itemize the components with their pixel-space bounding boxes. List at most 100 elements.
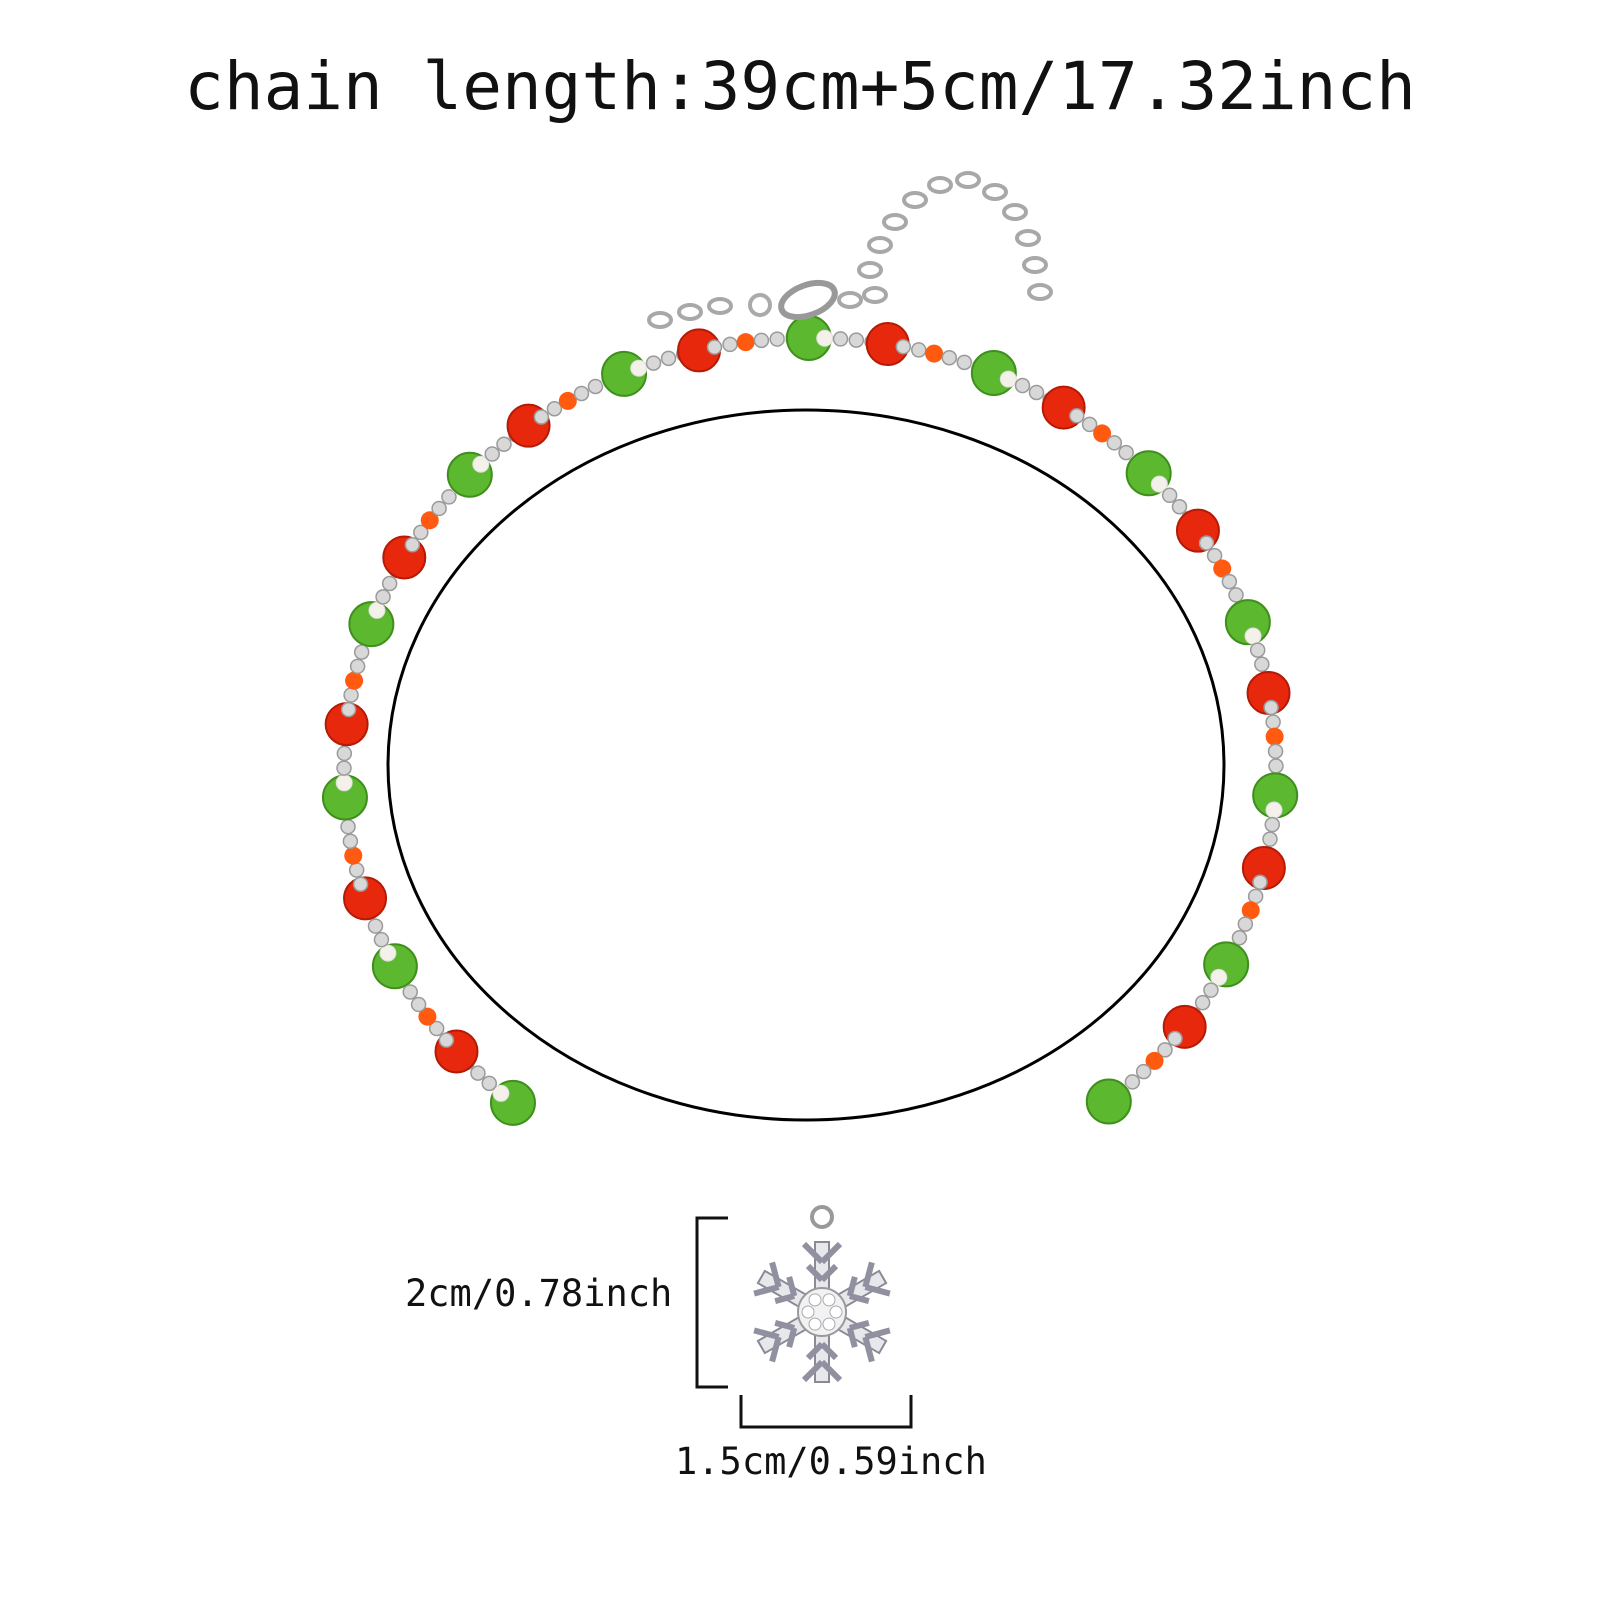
seed-bead (533, 409, 550, 425)
seed-bead (373, 931, 390, 948)
seed-bead (911, 342, 927, 358)
pearl-bead (999, 370, 1017, 388)
seed-bead (1254, 656, 1270, 673)
bead-strand (321, 315, 1299, 1126)
pendant-width-label: 1.5cm/0.59inch (675, 1440, 987, 1483)
chain-link (982, 183, 1008, 201)
seed-bead (1268, 758, 1284, 774)
chain-link (927, 176, 953, 194)
seed-bead (645, 355, 662, 371)
pearl-bead (335, 774, 353, 792)
seed-bead (1135, 1063, 1152, 1080)
seed-bead (367, 918, 384, 934)
rhinestone (829, 1305, 843, 1319)
seed-bead (470, 1065, 486, 1081)
seed-bead (342, 833, 359, 849)
seed-bead (428, 1020, 445, 1037)
pendant-height-bracket (695, 1216, 728, 1389)
seed-bead (706, 339, 723, 355)
seed-bead (441, 489, 457, 505)
seed-bead (573, 385, 590, 402)
seed-bead (1247, 888, 1264, 905)
seed-bead (1014, 377, 1031, 394)
pendant-bail (810, 1205, 834, 1229)
pearl-bead (1265, 801, 1283, 819)
pendant-height-label: 2cm/0.78inch (405, 1272, 673, 1315)
seed-bead (410, 996, 427, 1013)
rhinestone (822, 1317, 836, 1331)
seed-bead (1198, 535, 1215, 551)
seed-bead (1237, 916, 1254, 932)
seed-bead (404, 537, 421, 553)
seed-bead (352, 876, 369, 892)
seed-bead (1231, 929, 1248, 946)
small-orange-bead (344, 846, 363, 865)
seed-bead (1267, 743, 1284, 760)
seed-bead (660, 350, 677, 367)
seed-bead (481, 1075, 497, 1092)
small-orange-bead (1093, 424, 1112, 443)
seed-bead (496, 436, 512, 452)
chain-link (867, 236, 893, 254)
seed-bead (1106, 435, 1123, 451)
arm-branch (753, 1319, 798, 1363)
chain-link (862, 286, 888, 304)
seed-bead (340, 818, 356, 835)
seed-bead (336, 760, 352, 776)
seed-bead (1157, 1042, 1173, 1058)
small-orange-bead (1213, 559, 1232, 578)
seed-bead (348, 862, 365, 878)
pearl-bead (1244, 627, 1262, 645)
arm-branch (801, 1341, 843, 1383)
seed-bead (484, 446, 500, 462)
neck-outline-ellipse (386, 408, 1226, 1122)
seed-bead (349, 658, 366, 675)
small-orange-bead (1265, 727, 1284, 746)
seed-bead (353, 644, 370, 660)
pearl-bead (492, 1084, 510, 1102)
green-crystal-bead (1085, 1078, 1132, 1125)
chain-link (1015, 229, 1041, 247)
seed-bead (941, 350, 958, 366)
clasp-icon (748, 279, 838, 321)
chain-link (707, 297, 733, 315)
seed-bead (1206, 547, 1223, 564)
seed-bead (1252, 874, 1268, 890)
seed-bead (848, 332, 865, 348)
seed-bead (1263, 699, 1279, 716)
seed-bead (1203, 982, 1219, 998)
arm-branch (801, 1241, 843, 1283)
seed-bead (343, 687, 359, 703)
chain-link (1027, 283, 1053, 301)
rhinestone (808, 1317, 822, 1331)
seed-bead (1228, 587, 1244, 603)
seed-bead (895, 338, 912, 355)
seed-bead (1249, 642, 1266, 658)
chain-link (677, 303, 703, 321)
seed-bead (1081, 416, 1098, 433)
pearl-bead (1150, 475, 1168, 493)
seed-bead (956, 354, 973, 371)
seed-bead (340, 701, 357, 718)
pearl-bead (630, 359, 648, 377)
chain-link (902, 191, 928, 209)
arm-branch (753, 1261, 798, 1305)
seed-bead (769, 331, 785, 347)
small-orange-bead (418, 1007, 437, 1026)
chain-link (837, 291, 863, 309)
arm-branch (846, 1319, 891, 1363)
small-orange-bead (1145, 1051, 1164, 1070)
seed-bead (413, 524, 429, 541)
seed-bead (1194, 994, 1211, 1011)
pearl-bead (379, 944, 397, 962)
seed-bead (722, 336, 738, 353)
seed-bead (1221, 573, 1238, 590)
chain-link (882, 213, 908, 231)
rhinestone (808, 1293, 822, 1307)
rhinestone (822, 1293, 836, 1307)
seed-bead (753, 332, 770, 349)
chain-link (1002, 203, 1028, 221)
arm-branch (846, 1261, 891, 1305)
